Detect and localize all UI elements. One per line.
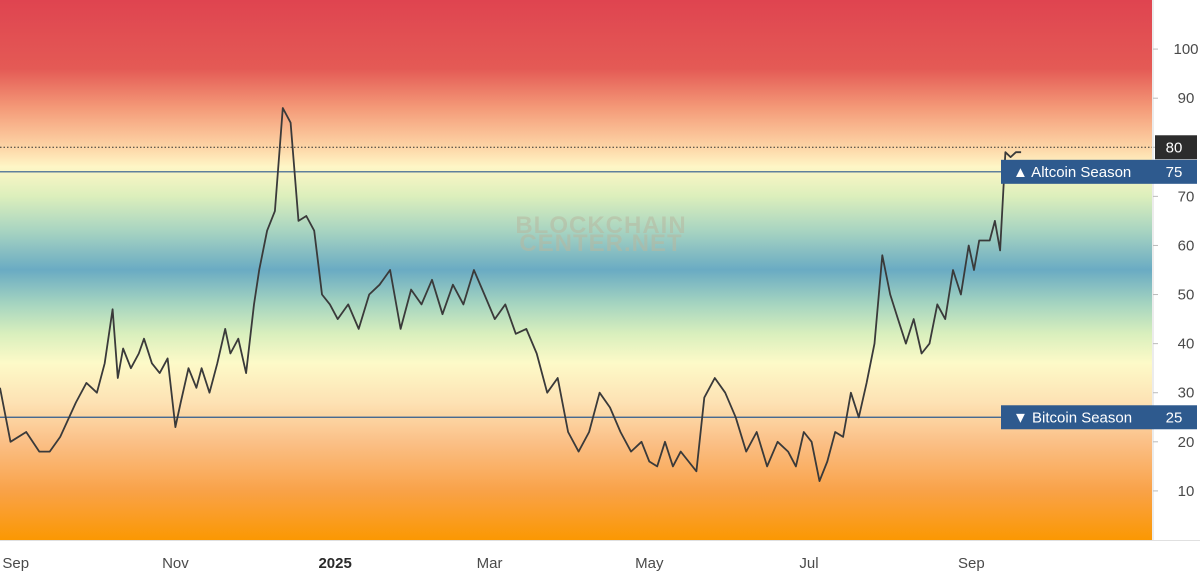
threshold-lines bbox=[0, 171, 1152, 418]
y-tick-label-4: 50 bbox=[1178, 287, 1195, 304]
x-axis-panel bbox=[0, 540, 1200, 576]
threshold-value-label-0: 75 bbox=[1166, 164, 1183, 181]
x-axis-ticks: Sep Nov 2025 Mar May Jul Sep bbox=[0, 540, 1200, 572]
y-tick-label-0: 10 bbox=[1178, 483, 1195, 500]
threshold-badge-box-0 bbox=[1001, 159, 1155, 184]
y-axis-panel bbox=[1152, 0, 1200, 540]
watermark: BLOCKCHAIN CENTER.NET bbox=[515, 212, 686, 257]
watermark-line-1: BLOCKCHAIN bbox=[515, 212, 686, 239]
threshold-badge-label-1: ▼ Bitcoin Season bbox=[1013, 409, 1132, 426]
y-tick-label-5: 60 bbox=[1178, 237, 1195, 254]
y-tick-label-1: 20 bbox=[1178, 434, 1195, 451]
y-tick-label-9: 100 bbox=[1173, 41, 1198, 58]
threshold-value-label-1: 25 bbox=[1166, 409, 1183, 426]
current-value-label: 80 bbox=[1166, 139, 1183, 156]
x-tick-label-5: Jul bbox=[799, 555, 818, 572]
threshold-badge-box-1 bbox=[1001, 405, 1155, 430]
x-tick-label-3: Mar bbox=[477, 555, 503, 572]
y-tick-label-2: 30 bbox=[1178, 385, 1195, 402]
x-tick-label-4: May bbox=[635, 555, 664, 572]
x-tick-label-1: Nov bbox=[162, 555, 189, 572]
threshold-badge-label-0: ▲ Altcoin Season bbox=[1013, 164, 1131, 181]
y-tick-label-8: 90 bbox=[1178, 90, 1195, 107]
plot-background bbox=[0, 0, 1152, 540]
y-axis-ticks: 10 20 30 40 50 60 70 80 90 100 bbox=[1153, 41, 1199, 500]
threshold-value-box-1 bbox=[1155, 405, 1197, 430]
x-tick-label-0: Sep bbox=[2, 555, 29, 572]
current-value-badge: 80 bbox=[1155, 135, 1197, 160]
x-tick-label-2: 2025 bbox=[318, 555, 351, 572]
threshold-badges: ▲ Altcoin Season 75 ▼ Bitcoin Season 25 bbox=[1001, 159, 1197, 430]
series-line bbox=[0, 107, 1022, 482]
y-tick-label-3: 40 bbox=[1178, 336, 1195, 353]
x-tick-label-6: Sep bbox=[958, 555, 985, 572]
y-tick-label-6: 70 bbox=[1178, 188, 1195, 205]
watermark-line-2: CENTER.NET bbox=[519, 230, 682, 257]
threshold-value-box-0 bbox=[1155, 159, 1197, 184]
current-value-badge-box bbox=[1155, 135, 1197, 160]
